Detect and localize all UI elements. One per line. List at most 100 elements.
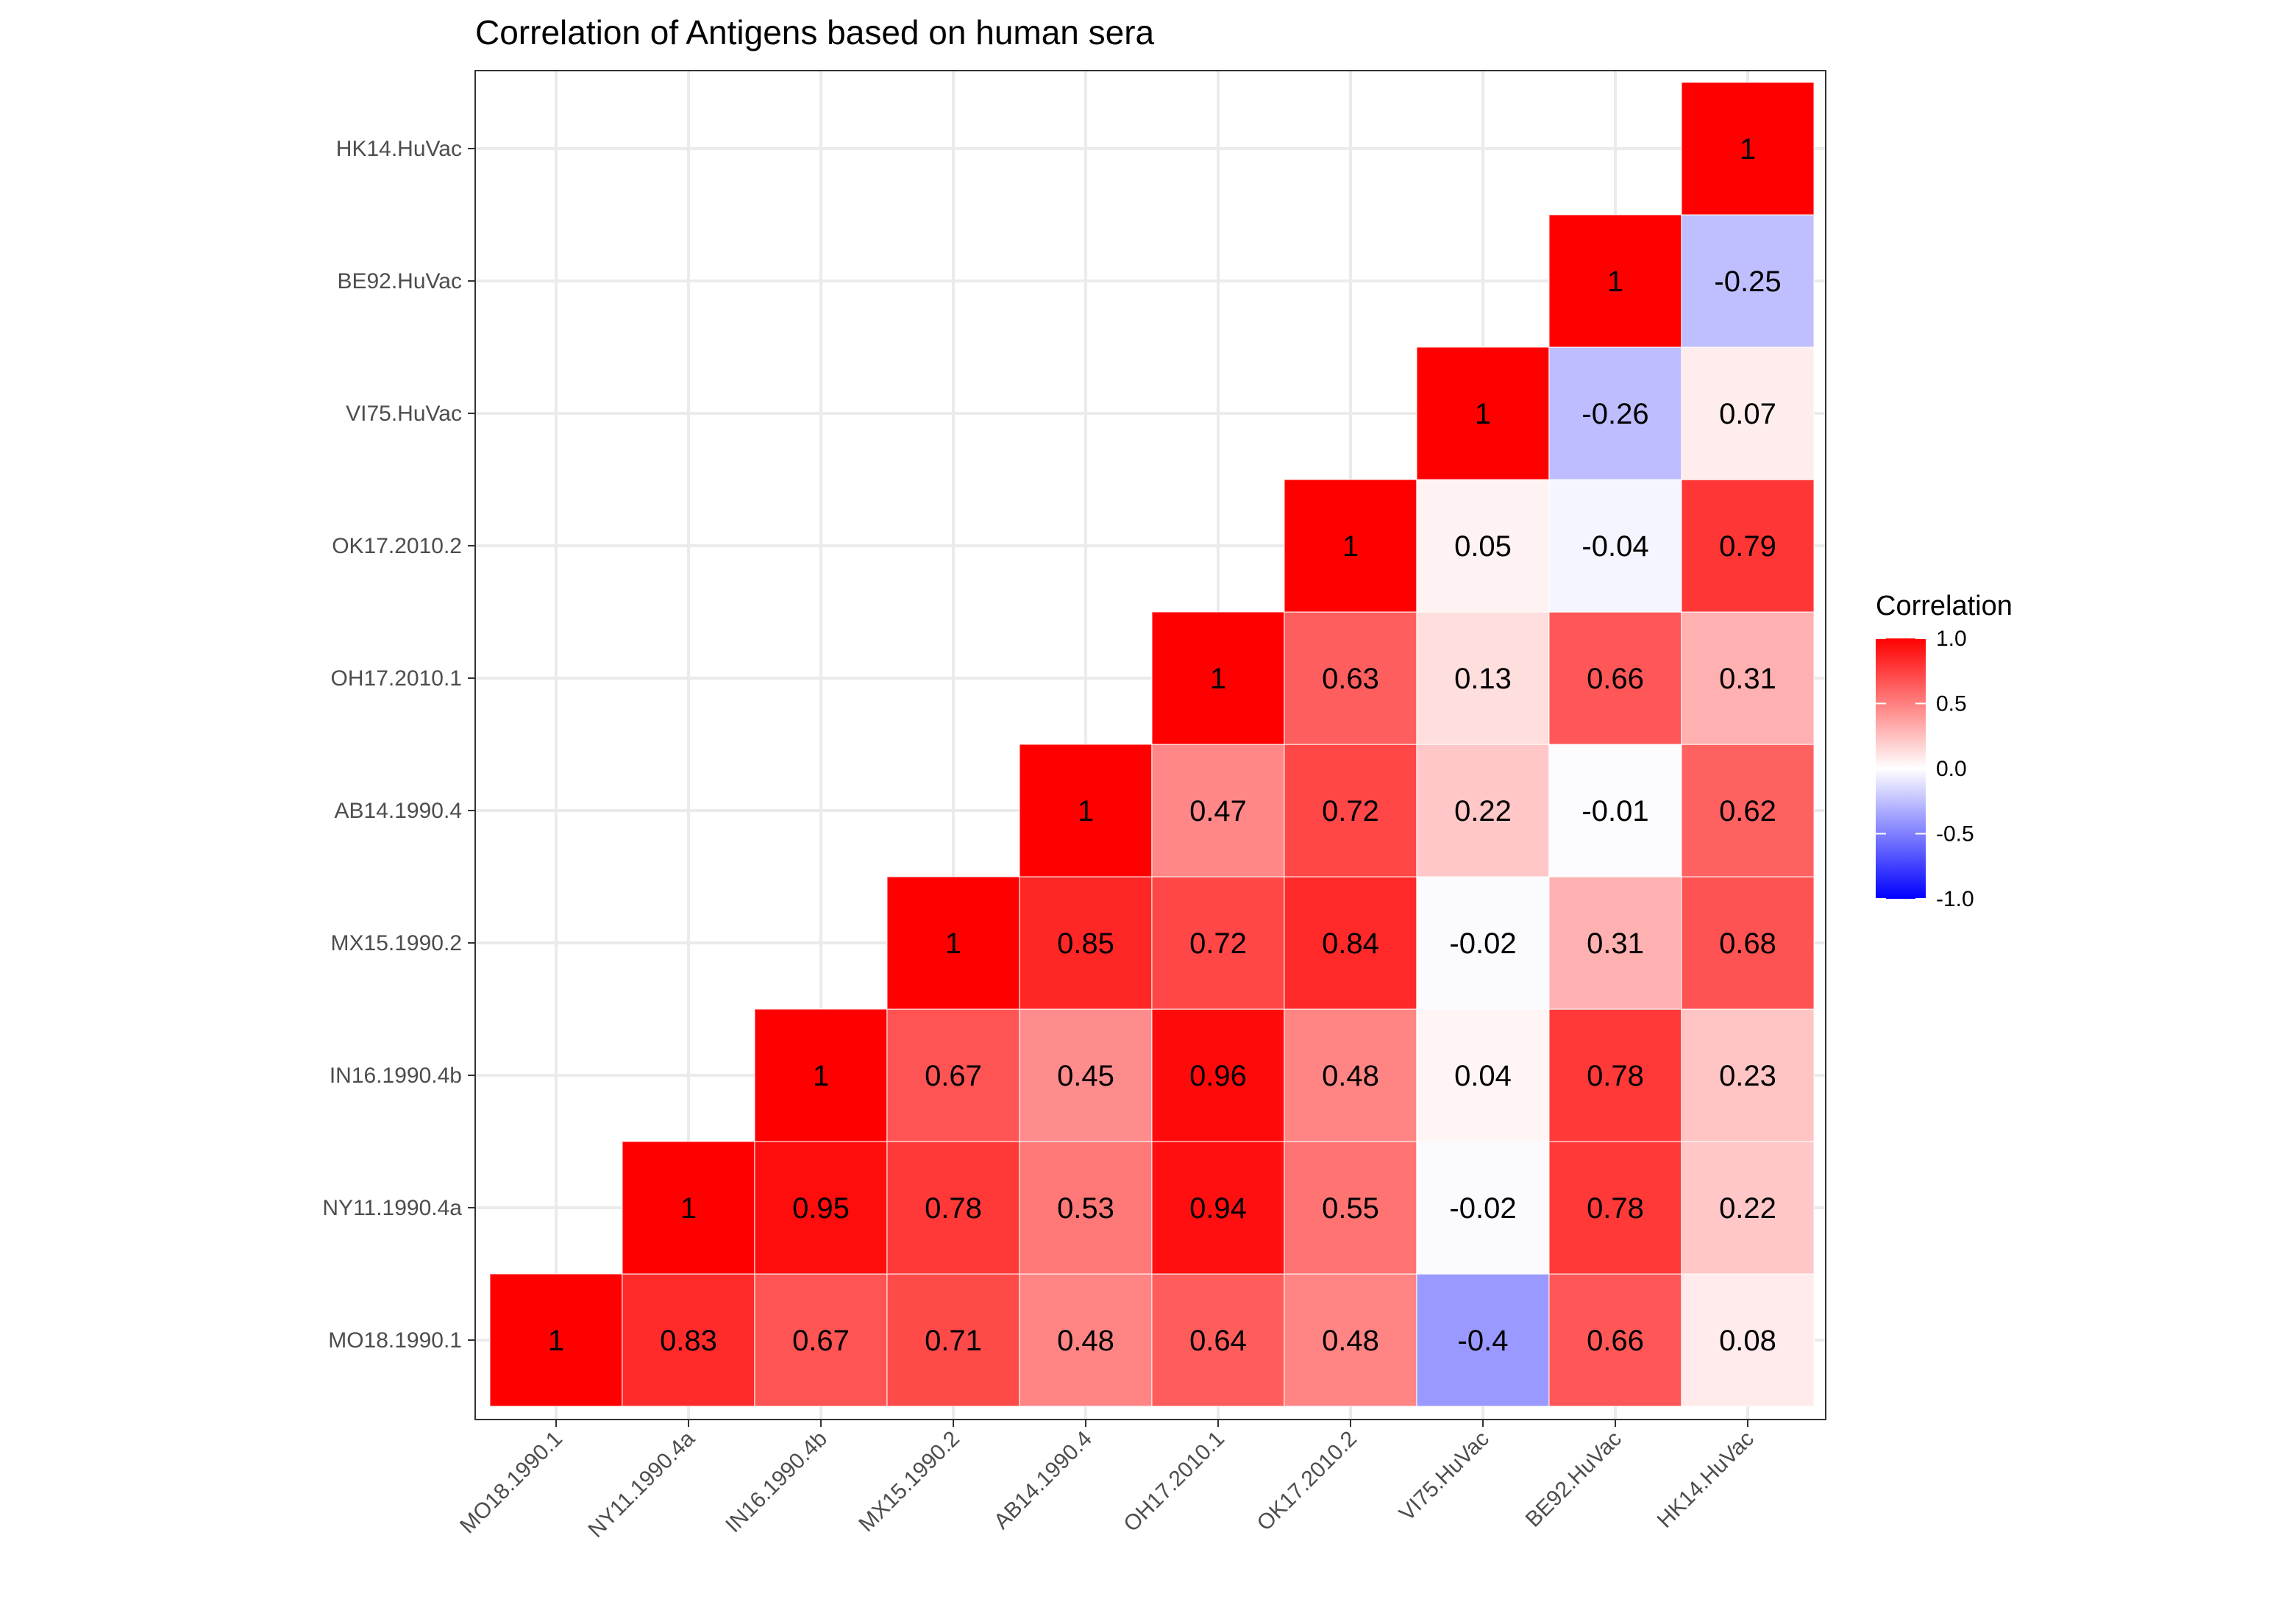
cell-value-label: 0.96 [1189,1060,1247,1092]
heatmap-cell [886,1008,1020,1142]
x-axis-tick-label: OH17.2010.1 [1119,1427,1229,1537]
heatmap-cell [1416,611,1550,745]
legend-tick-label: 1.0 [1936,627,1967,651]
heatmap-cell [1284,744,1417,877]
cell-value-label: 0.78 [1587,1060,1644,1092]
cell-value-label: 0.48 [1057,1325,1114,1357]
heatmap-cell [1416,876,1550,1010]
cell-value-label: 0.22 [1454,795,1512,827]
x-axis-tick-label: MX15.1990.2 [854,1427,964,1537]
cell-value-label: 0.67 [925,1060,982,1092]
cell-value-label: 0.55 [1322,1192,1379,1225]
cell-value-label: 0.48 [1322,1325,1379,1357]
heatmap-cell [489,1273,623,1407]
cell-value-label: 1 [945,927,961,960]
heatmap-cell [1151,611,1285,745]
cell-value-label: 0.78 [1587,1192,1644,1225]
cell-value-label: 0.31 [1719,663,1776,695]
cell-value-label: -0.26 [1581,398,1648,430]
cell-value-label: 1 [813,1060,829,1092]
x-axis-tick-label: AB14.1990.4 [989,1427,1097,1534]
heatmap-cell [1151,876,1285,1010]
cell-value-label: 0.72 [1322,795,1379,827]
heatmap-cell [1548,346,1682,480]
heatmap-cell [1548,1008,1682,1142]
panel-border [474,70,1826,1420]
heatmap-cell [1416,1141,1550,1275]
heatmap-cell [1284,479,1417,613]
cell-value-label: 0.68 [1719,927,1776,960]
cell-value-label: 0.83 [660,1325,717,1357]
heatmap-cell [1548,1141,1682,1275]
heatmap-cell [754,1008,888,1142]
cell-value-label: -0.02 [1449,927,1516,960]
heatmap-cell [1548,479,1682,613]
cell-value-label: 0.08 [1719,1325,1776,1357]
legend-tick-label: -0.5 [1936,822,1974,847]
cell-value-label: 0.45 [1057,1060,1114,1092]
cell-value-label: 1 [1740,133,1756,165]
heatmap-cell [1284,1008,1417,1142]
cell-value-label: 0.07 [1719,398,1776,430]
heatmap-cell [1548,214,1682,348]
heatmap-cell [1019,1141,1153,1275]
cell-value-label: 0.04 [1454,1060,1512,1092]
heatmap-cell [1681,479,1815,613]
cell-value-label: -0.4 [1458,1325,1509,1357]
legend-tick-label: 0.0 [1936,757,1967,781]
x-axis-tick-label: BE92.HuVac [1521,1427,1626,1532]
cell-value-label: 0.66 [1587,1325,1644,1357]
heatmap-cell [1416,346,1550,480]
heatmap-cell [1416,744,1550,877]
x-axis-tick-label: HK14.HuVac [1653,1427,1759,1533]
heatmap-cell [1681,1273,1815,1407]
heatmap-cell [1681,1141,1815,1275]
cell-value-label: 0.85 [1057,927,1114,960]
cell-value-label: 0.78 [925,1192,982,1225]
heatmap-cell [622,1141,755,1275]
x-axis-tick-label: NY11.1990.4a [584,1426,700,1542]
legend: Correlation 1.0 0.5 0.0 -0.5 -1.0 [1876,591,2013,911]
cell-value-label: 0.95 [792,1192,850,1225]
heatmap-cell [1681,611,1815,745]
y-axis-tick-label: IN16.1990.4b [330,1064,462,1088]
y-axis-tick-label: BE92.HuVac [337,269,462,293]
legend-tick-label: -1.0 [1936,887,1974,911]
cell-value-label: 1 [680,1192,697,1225]
cell-value-label: 0.47 [1189,795,1247,827]
cell-value-label: 0.23 [1719,1060,1776,1092]
cell-value-label: 1 [1607,266,1623,298]
heatmap-cell [1284,1141,1417,1275]
cell-value-label: 0.63 [1322,663,1379,695]
heatmap-cell [1548,1273,1682,1407]
x-axis-tick-label: VI75.HuVac [1395,1427,1494,1526]
y-axis-tick-label: MO18.1990.1 [328,1328,462,1353]
cell-value-label: 0.13 [1454,663,1512,695]
cell-value-label: -0.01 [1581,795,1648,827]
heatmap-cell [1284,876,1417,1010]
y-axis-tick-label: VI75.HuVac [346,402,462,426]
cell-value-label: 0.94 [1189,1192,1247,1225]
heatmap-cell [1284,1273,1417,1407]
plot-area: 1 0.83 0.67 0.71 0.48 0.64 0.48 -0.4 0.66 0.08 1 0.… [322,70,1826,1542]
heatmap-cell [1284,611,1417,745]
heatmap-cell [754,1273,888,1407]
cell-value-label: 0.72 [1189,927,1247,960]
heatmap-cell [1416,1273,1550,1407]
heatmap-cell [1681,876,1815,1010]
cell-value-label: 0.66 [1587,663,1644,695]
cell-value-label: 0.22 [1719,1192,1776,1225]
heatmap-cell [1681,1008,1815,1142]
cell-value-label: 0.31 [1587,927,1644,960]
heatmap-cell [622,1273,755,1407]
y-axis-tick-label: OH17.2010.1 [331,666,462,691]
y-axis-tick-label: HK14.HuVac [336,137,462,161]
cell-value-label: 0.53 [1057,1192,1114,1225]
heatmap-cell [1151,1008,1285,1142]
cell-value-label: 0.67 [792,1325,850,1357]
cell-value-label: 0.84 [1322,927,1379,960]
x-axis-tick-label: MO18.1990.1 [455,1427,567,1539]
legend-tick-label: 0.5 [1936,692,1967,716]
heatmap-cell [1151,744,1285,877]
